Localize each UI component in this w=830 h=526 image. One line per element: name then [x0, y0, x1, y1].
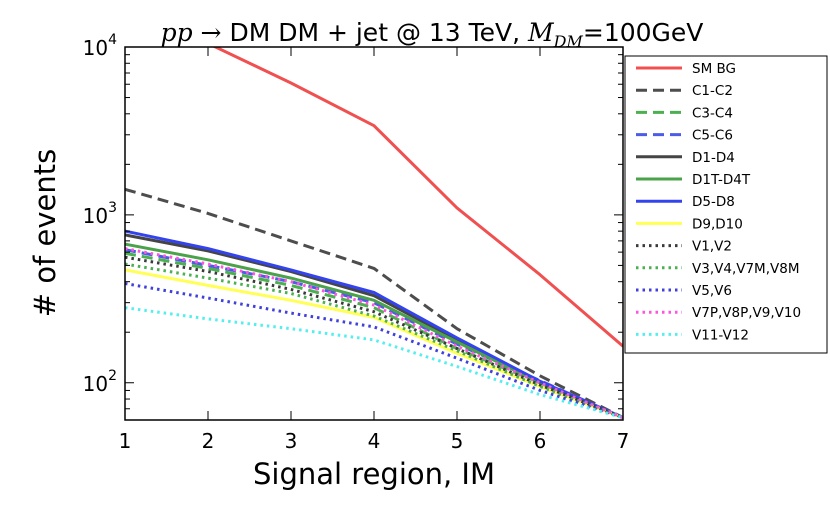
x-tick-label: 4 [368, 429, 381, 453]
y-tick-label: 103 [83, 200, 117, 228]
y-axis-label: # of events [28, 149, 62, 317]
legend-label-v3-v4-v7m-v8m: V3,V4,V7M,V8M [692, 261, 799, 277]
series-line-c5-c6 [125, 248, 623, 419]
y-tick-label: 104 [83, 32, 117, 60]
legend-label-c5-c6: C5-C6 [692, 128, 733, 144]
series-line-v3-v4-v7m-v8m [125, 262, 623, 420]
x-tick-labels: 1 2 3 4 5 6 7 [119, 429, 630, 453]
series-line-v5-v6 [125, 282, 623, 420]
legend-label-d9-d10: D9,D10 [692, 216, 743, 232]
series-layer [125, 47, 623, 420]
legend-label-c3-c4: C3-C4 [692, 105, 733, 121]
series-line-c1-c2 [125, 187, 623, 419]
y-tick-label: 102 [83, 368, 117, 396]
series-line-sm-bg [212, 47, 623, 348]
legend-label-d1t-d4t: D1T-D4T [692, 172, 751, 188]
x-axis-label: Signal region, IM [253, 457, 495, 491]
chart-title-process: pp → [161, 18, 230, 47]
legend-box [624, 55, 828, 354]
x-tick-label: 2 [202, 429, 215, 453]
legend: SM BG C1-C2 C3-C4 C5-C6 D1-D4 D1T-D4T D5-D8 D9,… [624, 55, 828, 354]
x-tick-label: 1 [119, 429, 132, 453]
series-line-v7p-v8p-v9-v10 [125, 247, 623, 419]
x-tick-label: 3 [285, 429, 298, 453]
plot-frame [124, 46, 624, 421]
legend-label-d1-d4: D1-D4 [692, 150, 735, 166]
legend-label-v7p-v8p-v9-v10: V7P,V8P,V9,V10 [692, 305, 801, 321]
chart-title-main: DM DM + jet @ 13 TeV, [229, 18, 528, 47]
legend-label-v5-v6: V5,V6 [692, 283, 732, 299]
x-tick-label: 7 [617, 429, 630, 453]
x-tick-label: 5 [451, 429, 464, 453]
chart-title-mass-sub: DM [553, 32, 584, 51]
legend-label-v11-v12: V11-V12 [692, 327, 749, 343]
legend-label-v1-v2: V1,V2 [692, 239, 732, 255]
legend-label-sm-bg: SM BG [692, 61, 736, 77]
chart-title-mass-value: =100GeV [583, 18, 704, 47]
chart-title-mass-var: M [527, 18, 555, 47]
chart-title: pp → DM DM + jet @ 13 TeV, MDM=100GeV [161, 18, 704, 51]
series-line-d5-d8 [125, 229, 623, 419]
series-line-v11-v12 [125, 306, 623, 420]
legend-label-c1-c2: C1-C2 [692, 83, 733, 99]
y-tick-labels: 102 103 104 [83, 32, 117, 396]
legend-label-d5-d8: D5-D8 [692, 194, 735, 210]
x-tick-label: 6 [534, 429, 547, 453]
series-line-v1-v2 [125, 255, 623, 419]
series-line-c3-c4 [125, 251, 623, 419]
tick-layer [124, 46, 624, 421]
